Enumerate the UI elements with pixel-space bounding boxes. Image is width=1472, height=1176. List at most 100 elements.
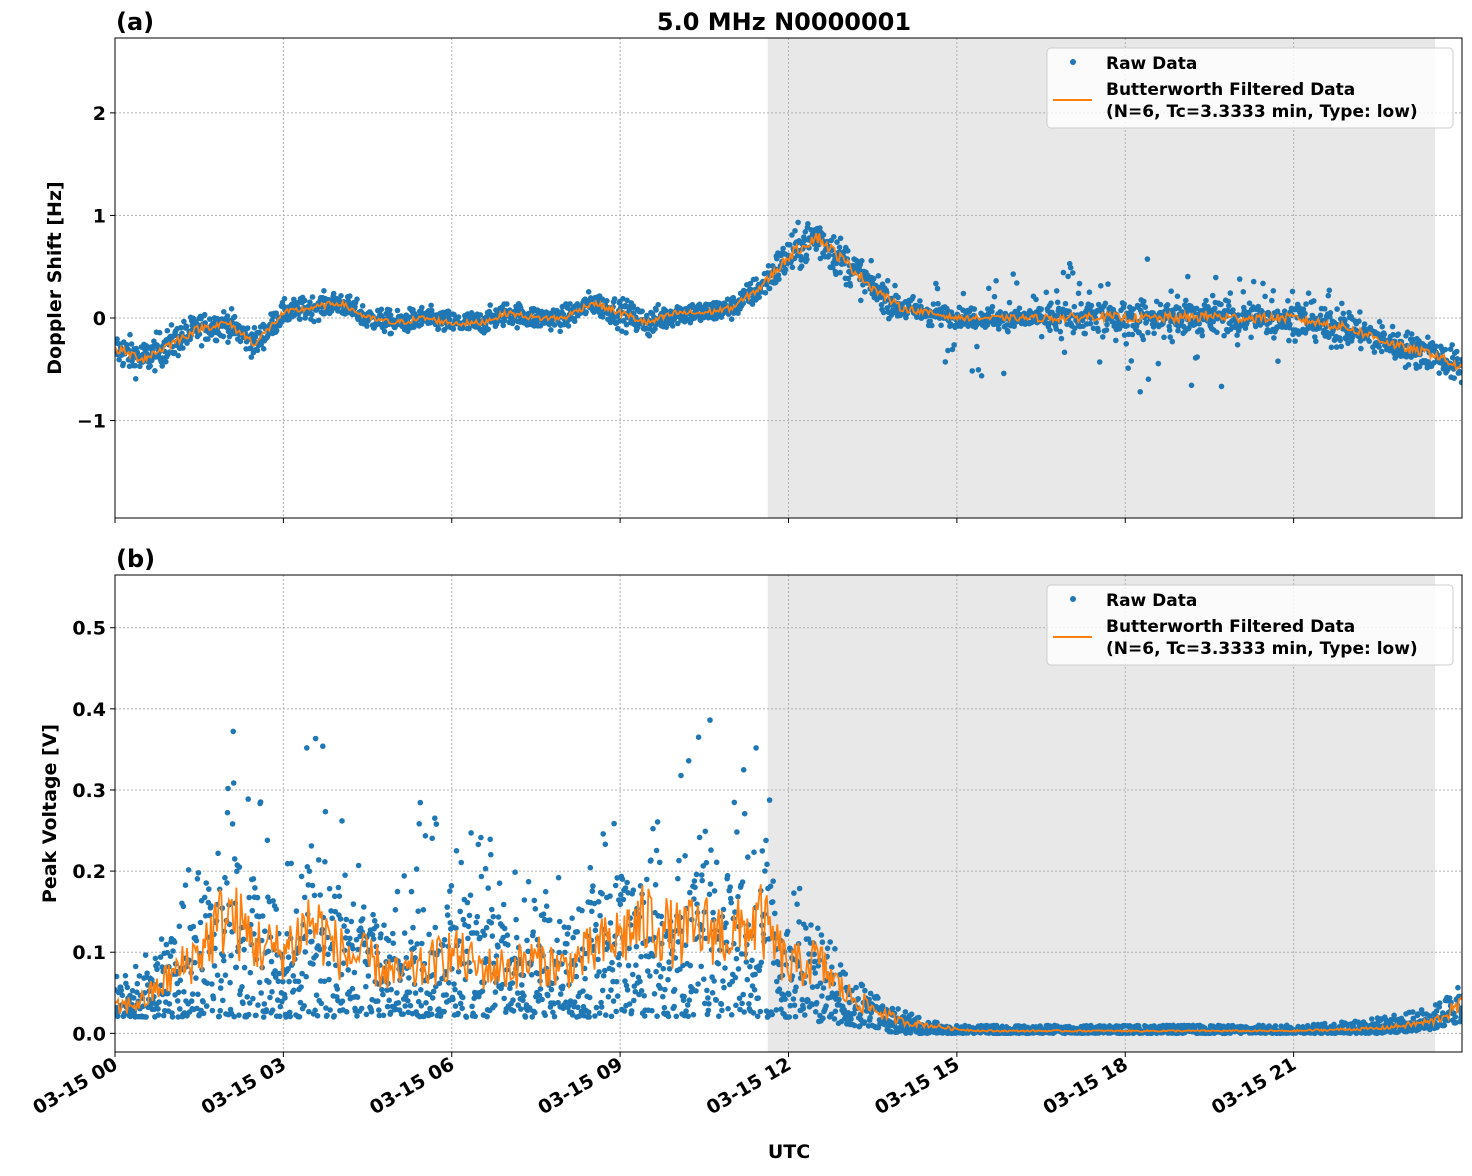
raw-point bbox=[1017, 305, 1023, 311]
raw-point bbox=[342, 872, 348, 878]
raw-point bbox=[170, 948, 176, 954]
raw-point bbox=[725, 873, 731, 879]
raw-point bbox=[711, 978, 717, 984]
raw-point bbox=[505, 932, 511, 938]
raw-point bbox=[740, 879, 746, 885]
raw-point bbox=[237, 864, 243, 870]
raw-point bbox=[1334, 306, 1340, 312]
raw-point bbox=[613, 1009, 619, 1015]
raw-point bbox=[419, 305, 425, 311]
raw-point bbox=[1306, 290, 1312, 296]
raw-point bbox=[468, 892, 474, 898]
raw-point bbox=[175, 353, 181, 359]
raw-point bbox=[721, 985, 727, 991]
raw-point bbox=[370, 912, 376, 918]
raw-point bbox=[277, 1014, 283, 1020]
raw-point bbox=[676, 858, 682, 864]
raw-point bbox=[1324, 330, 1330, 336]
raw-point bbox=[580, 988, 586, 994]
raw-point bbox=[250, 908, 256, 914]
raw-point bbox=[514, 935, 520, 941]
raw-point bbox=[347, 293, 353, 299]
legend-filtered-label: Butterworth Filtered Data bbox=[1106, 80, 1355, 100]
raw-point bbox=[712, 888, 718, 894]
raw-point bbox=[414, 866, 420, 872]
raw-point bbox=[143, 1014, 149, 1020]
raw-point bbox=[426, 932, 432, 938]
raw-point bbox=[780, 246, 786, 252]
raw-point bbox=[220, 998, 226, 1004]
raw-point bbox=[579, 908, 585, 914]
raw-point bbox=[774, 1007, 780, 1013]
raw-point bbox=[326, 961, 332, 967]
raw-point bbox=[304, 745, 310, 751]
raw-point bbox=[1303, 301, 1309, 307]
raw-point bbox=[1248, 335, 1254, 341]
raw-point bbox=[620, 876, 626, 882]
raw-point bbox=[302, 895, 308, 901]
raw-point bbox=[352, 970, 358, 976]
raw-point bbox=[843, 971, 849, 977]
raw-point bbox=[262, 928, 268, 934]
raw-point bbox=[133, 376, 139, 382]
raw-point bbox=[1065, 274, 1071, 280]
raw-point bbox=[282, 296, 288, 302]
raw-point bbox=[1113, 338, 1119, 344]
raw-point bbox=[1189, 383, 1195, 389]
raw-point bbox=[586, 1014, 592, 1020]
raw-point bbox=[1286, 338, 1292, 344]
raw-point bbox=[203, 880, 209, 886]
raw-point bbox=[169, 322, 175, 328]
raw-point bbox=[418, 800, 424, 806]
raw-point bbox=[489, 907, 495, 913]
raw-point bbox=[810, 984, 816, 990]
raw-point bbox=[320, 743, 326, 749]
raw-point bbox=[200, 999, 206, 1005]
raw-point bbox=[1068, 265, 1074, 271]
raw-point bbox=[230, 729, 236, 735]
raw-point bbox=[645, 968, 651, 974]
raw-point bbox=[262, 1001, 268, 1007]
raw-point bbox=[799, 263, 805, 269]
raw-point bbox=[501, 902, 507, 908]
raw-point bbox=[1125, 365, 1131, 371]
raw-point bbox=[277, 971, 283, 977]
raw-point bbox=[647, 973, 653, 979]
raw-point bbox=[221, 309, 227, 315]
raw-point bbox=[661, 966, 667, 972]
raw-point bbox=[129, 341, 135, 347]
raw-point bbox=[218, 978, 224, 984]
raw-point bbox=[935, 301, 941, 307]
raw-point bbox=[826, 253, 832, 259]
raw-point bbox=[1054, 288, 1060, 294]
raw-point bbox=[797, 886, 803, 892]
raw-point bbox=[862, 289, 868, 295]
raw-point bbox=[225, 810, 231, 816]
raw-point bbox=[853, 985, 859, 991]
raw-point bbox=[416, 821, 422, 827]
raw-point bbox=[654, 848, 660, 854]
raw-point bbox=[732, 800, 738, 806]
raw-point bbox=[618, 902, 624, 908]
raw-point bbox=[532, 898, 538, 904]
raw-point bbox=[763, 290, 769, 296]
raw-point bbox=[433, 925, 439, 931]
raw-point bbox=[1124, 323, 1130, 329]
raw-point bbox=[519, 982, 525, 988]
raw-point bbox=[282, 995, 288, 1001]
raw-point bbox=[787, 1014, 793, 1020]
raw-point bbox=[762, 868, 768, 874]
raw-point bbox=[204, 1003, 210, 1009]
raw-point bbox=[521, 993, 527, 999]
raw-point bbox=[838, 236, 844, 242]
raw-point bbox=[590, 883, 596, 889]
raw-point bbox=[812, 970, 818, 976]
raw-point bbox=[1271, 335, 1277, 341]
raw-point bbox=[155, 961, 161, 967]
raw-point bbox=[688, 963, 694, 969]
raw-point bbox=[1058, 329, 1064, 335]
raw-point bbox=[208, 903, 214, 909]
raw-point bbox=[671, 1004, 677, 1010]
raw-point bbox=[321, 288, 327, 294]
raw-point bbox=[548, 327, 554, 333]
